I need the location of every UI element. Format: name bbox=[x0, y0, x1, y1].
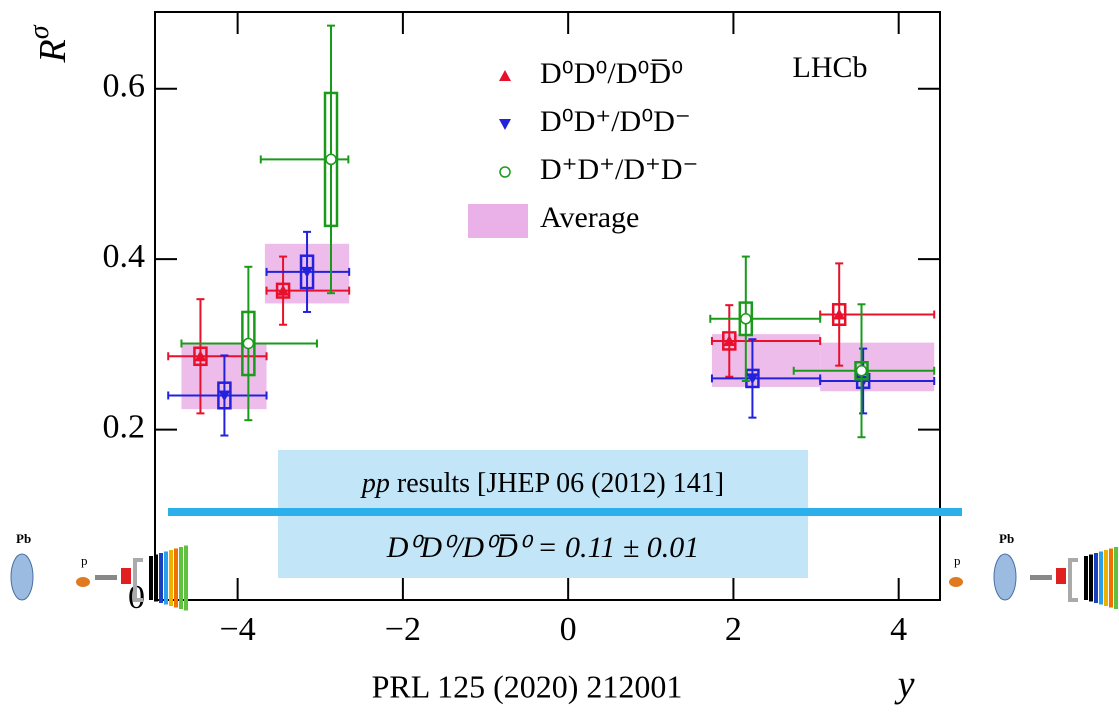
probe-label: p bbox=[81, 553, 88, 568]
syst-box bbox=[738, 301, 754, 337]
calorimeter bbox=[1109, 548, 1113, 608]
marker bbox=[194, 350, 207, 362]
nucleus bbox=[10, 553, 34, 601]
y-axis-label-sup: σ bbox=[24, 24, 55, 39]
legend-marker bbox=[499, 119, 511, 130]
marker bbox=[325, 153, 337, 166]
reference: PRL 125 (2020) 212001 bbox=[372, 668, 683, 704]
legend-label: D⁰D⁰/D⁰D̅⁰ bbox=[540, 57, 683, 90]
calorimeter bbox=[179, 547, 183, 609]
syst-box bbox=[241, 310, 256, 377]
syst-box bbox=[275, 282, 291, 299]
calorimeter bbox=[169, 550, 173, 606]
marker bbox=[218, 390, 231, 402]
beam-pipe bbox=[1030, 575, 1052, 580]
proton bbox=[949, 577, 963, 587]
calorimeter bbox=[174, 548, 178, 608]
syst-box bbox=[854, 360, 869, 381]
beam-label: Pb bbox=[16, 531, 31, 546]
calorimeter bbox=[159, 553, 163, 603]
marker bbox=[855, 365, 868, 377]
proton bbox=[76, 577, 90, 587]
calorimeter bbox=[1094, 553, 1098, 603]
x-tick-label: 4 bbox=[890, 611, 907, 648]
average-band bbox=[820, 342, 935, 392]
calorimeter bbox=[1114, 547, 1118, 609]
calorimeter bbox=[1099, 551, 1103, 605]
marker bbox=[833, 308, 846, 320]
calorimeter bbox=[154, 554, 158, 602]
calorimeter bbox=[1089, 554, 1093, 602]
legend-marker bbox=[499, 70, 511, 81]
marker bbox=[242, 337, 255, 350]
marker bbox=[723, 334, 736, 346]
calorimeter bbox=[164, 551, 168, 605]
pp-formula: D⁰D⁰/D⁰D̅⁰ = 0.11 ± 0.01 bbox=[386, 531, 700, 564]
experiment-label: LHCb bbox=[793, 51, 868, 84]
marker bbox=[301, 266, 314, 278]
nucleus bbox=[993, 553, 1017, 601]
syst-box bbox=[299, 254, 315, 290]
y-tick-label: 0.2 bbox=[103, 408, 146, 445]
calorimeter bbox=[1104, 550, 1108, 606]
magnet-yoke bbox=[133, 558, 143, 602]
detector-icon: Pb p bbox=[949, 531, 1118, 609]
probe-label: p bbox=[954, 553, 961, 568]
legend-label: Average bbox=[540, 201, 639, 234]
detector-icon: Pb p bbox=[10, 531, 188, 611]
legend-label: D⁰D⁺/D⁰D⁻ bbox=[540, 105, 691, 138]
magnet bbox=[1056, 568, 1066, 584]
y-axis-label-main: R bbox=[32, 39, 74, 63]
y-tick-label: 0.6 bbox=[103, 67, 146, 104]
syst-box bbox=[193, 346, 208, 367]
legend-swatch bbox=[468, 204, 528, 238]
marker bbox=[740, 313, 752, 325]
y-tick-label: 0.4 bbox=[103, 238, 146, 275]
magnet bbox=[121, 568, 131, 584]
legend-marker bbox=[499, 166, 511, 178]
marker bbox=[277, 284, 290, 296]
x-axis-label: y bbox=[894, 664, 915, 706]
syst-box bbox=[323, 91, 339, 228]
x-tick-label: 0 bbox=[560, 611, 577, 648]
pp-italic: pp bbox=[360, 468, 390, 499]
magnet-yoke bbox=[1068, 558, 1078, 602]
pp-ref: results [JHEP 06 (2012) 141] bbox=[397, 468, 724, 499]
x-tick-label: 2 bbox=[725, 611, 742, 648]
plot-frame bbox=[154, 11, 941, 601]
y-axis-label: Rσ bbox=[24, 24, 73, 63]
legend-label: D⁺D⁺/D⁺D⁻ bbox=[540, 153, 698, 186]
calorimeter bbox=[149, 556, 153, 600]
pp-results: pp results [JHEP 06 (2012) 141] bbox=[360, 468, 724, 499]
beam-pipe bbox=[95, 575, 117, 580]
marker bbox=[746, 373, 759, 385]
beam-label: Pb bbox=[999, 531, 1014, 546]
syst-box bbox=[217, 381, 232, 410]
syst-box bbox=[831, 303, 847, 326]
calorimeter bbox=[1084, 556, 1088, 600]
x-tick-label: −4 bbox=[220, 611, 256, 648]
x-tick-label: −2 bbox=[385, 611, 421, 648]
calorimeter bbox=[184, 545, 188, 611]
syst-box bbox=[722, 331, 737, 351]
